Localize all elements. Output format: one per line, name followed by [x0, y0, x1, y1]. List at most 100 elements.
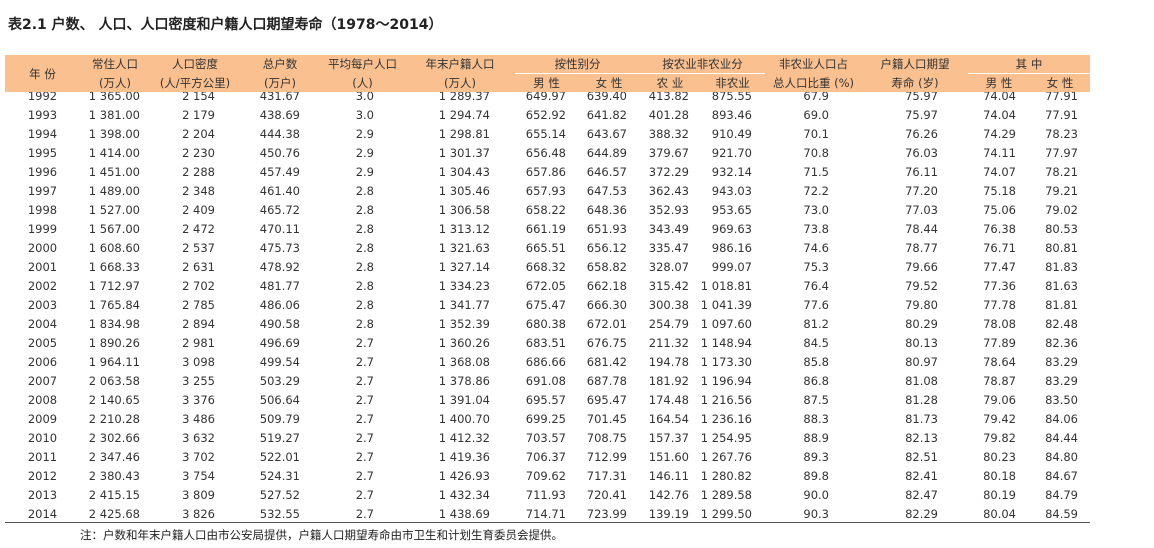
- value-cell: 668.32: [525, 259, 566, 274]
- value-cell: 81.28: [905, 392, 938, 407]
- value-cell: 999.07: [711, 259, 752, 274]
- value-cell: 2 288: [182, 164, 215, 179]
- value-cell: 81.63: [1045, 278, 1078, 293]
- value-cell: 3.0: [355, 92, 374, 103]
- header-cell: 按农业非农业分: [640, 55, 765, 74]
- value-cell: 89.8: [803, 468, 829, 483]
- value-cell: 76.11: [905, 164, 938, 179]
- value-cell: 644.89: [586, 145, 627, 160]
- value-cell: 2 409: [182, 202, 215, 217]
- value-cell: 2 179: [182, 107, 215, 122]
- value-cell: 76.71: [983, 240, 1016, 255]
- value-cell: 74.04: [983, 107, 1016, 122]
- value-cell: 211.32: [648, 335, 689, 350]
- value-cell: 2.8: [355, 316, 374, 331]
- header-cell: (万户): [264, 75, 296, 90]
- value-cell: 1 432.34: [438, 487, 490, 502]
- value-cell: 77.6: [803, 297, 829, 312]
- value-cell: 662.18: [586, 278, 627, 293]
- value-cell: 88.3: [803, 411, 829, 426]
- value-cell: 77.47: [983, 259, 1016, 274]
- table-row: 2012 2 380.43 3 754 524.31 2.7 1 426.93 709.62…: [5, 466, 1090, 485]
- value-cell: 73.8: [803, 221, 829, 236]
- value-cell: 499.54: [259, 354, 300, 369]
- value-cell: 89.3: [803, 449, 829, 464]
- value-cell: 2.7: [355, 506, 374, 521]
- value-cell: 686.66: [525, 354, 566, 369]
- value-cell: 1 391.04: [438, 392, 490, 407]
- value-cell: 71.5: [803, 164, 829, 179]
- table-row: 1994 1 398.00 2 204 444.38 2.9 1 298.81 655.14…: [5, 124, 1090, 143]
- value-cell: 85.8: [803, 354, 829, 369]
- value-cell: 79.21: [1045, 183, 1078, 198]
- value-cell: 527.52: [259, 487, 300, 502]
- value-cell: 969.63: [711, 221, 752, 236]
- value-cell: 82.47: [905, 487, 938, 502]
- value-cell: 2 210.28: [88, 411, 140, 426]
- value-cell: 481.77: [259, 278, 300, 293]
- value-cell: 90.0: [803, 487, 829, 502]
- value-cell: 1 352.39: [438, 316, 490, 331]
- value-cell: 78.64: [983, 354, 1016, 369]
- value-cell: 2.8: [355, 278, 374, 293]
- value-cell: 431.67: [259, 92, 300, 103]
- value-cell: 1 289.58: [700, 487, 752, 502]
- value-cell: 647.53: [586, 183, 627, 198]
- year-cell: 1998: [27, 202, 58, 217]
- value-cell: 656.48: [525, 145, 566, 160]
- value-cell: 643.67: [586, 126, 627, 141]
- value-cell: 717.31: [586, 468, 627, 483]
- value-cell: 503.29: [259, 373, 300, 388]
- value-cell: 1 341.77: [438, 297, 490, 312]
- value-cell: 444.38: [259, 126, 300, 141]
- value-cell: 475.73: [259, 240, 300, 255]
- table-row: 2002 1 712.97 2 702 481.77 2.8 1 334.23 672.05…: [5, 276, 1090, 295]
- table-row: 1999 1 567.00 2 472 470.11 2.8 1 313.12 661.19…: [5, 219, 1090, 238]
- value-cell: 1 321.63: [438, 240, 490, 255]
- value-cell: 509.79: [259, 411, 300, 426]
- value-cell: 2 537: [182, 240, 215, 255]
- value-cell: 2.7: [355, 411, 374, 426]
- value-cell: 1 890.26: [88, 335, 140, 350]
- header-cell: (人): [352, 75, 373, 90]
- value-cell: 1 360.26: [438, 335, 490, 350]
- value-cell: 1 400.70: [438, 411, 490, 426]
- value-cell: 3 376: [182, 392, 215, 407]
- table-row: 2000 1 608.60 2 537 475.73 2.8 1 321.63 665.51…: [5, 238, 1090, 257]
- value-cell: 75.06: [983, 202, 1016, 217]
- table-row: 2011 2 347.46 3 702 522.01 2.7 1 419.36 706.37…: [5, 447, 1090, 466]
- value-cell: 2 472: [182, 221, 215, 236]
- value-cell: 2.8: [355, 202, 374, 217]
- value-cell: 335.47: [648, 240, 689, 255]
- value-cell: 83.29: [1045, 354, 1078, 369]
- table-row: 1995 1 414.00 2 230 450.76 2.9 1 301.37 656.48…: [5, 143, 1090, 162]
- value-cell: 2 140.65: [88, 392, 140, 407]
- table-row: 2004 1 834.98 2 894 490.58 2.8 1 352.39 680.38…: [5, 314, 1090, 333]
- year-cell: 2002: [27, 278, 58, 293]
- year-cell: 2010: [27, 430, 58, 445]
- value-cell: 657.93: [525, 183, 566, 198]
- value-cell: 506.64: [259, 392, 300, 407]
- year-cell: 2012: [27, 468, 58, 483]
- value-cell: 666.30: [586, 297, 627, 312]
- value-cell: 524.31: [259, 468, 300, 483]
- value-cell: 80.13: [905, 335, 938, 350]
- value-cell: 2 702: [182, 278, 215, 293]
- table-row: 2006 1 964.11 3 098 499.54 2.7 1 368.08 686.66…: [5, 352, 1090, 371]
- value-cell: 893.46: [711, 107, 752, 122]
- value-cell: 70.1: [803, 126, 829, 141]
- value-cell: 2 348: [182, 183, 215, 198]
- value-cell: 1 313.12: [438, 221, 490, 236]
- value-cell: 343.49: [648, 221, 689, 236]
- value-cell: 1 299.50: [700, 506, 752, 521]
- value-cell: 157.37: [648, 430, 689, 445]
- value-cell: 1 041.39: [700, 297, 752, 312]
- value-cell: 1 097.60: [700, 316, 752, 331]
- value-cell: 67.9: [803, 92, 829, 103]
- value-cell: 706.37: [525, 449, 566, 464]
- table-header: 年 份 常住人口 人口密度 总户数 平均每户人口 年末户籍人口 按性别分 按农业非农业分 非农业…: [5, 55, 1090, 92]
- table-row: 1992 1 365.00 2 154 431.67 3.0 1 289.37 649.97…: [5, 92, 1090, 105]
- value-cell: 74.04: [983, 92, 1016, 103]
- value-cell: 695.47: [586, 392, 627, 407]
- value-cell: 646.57: [586, 164, 627, 179]
